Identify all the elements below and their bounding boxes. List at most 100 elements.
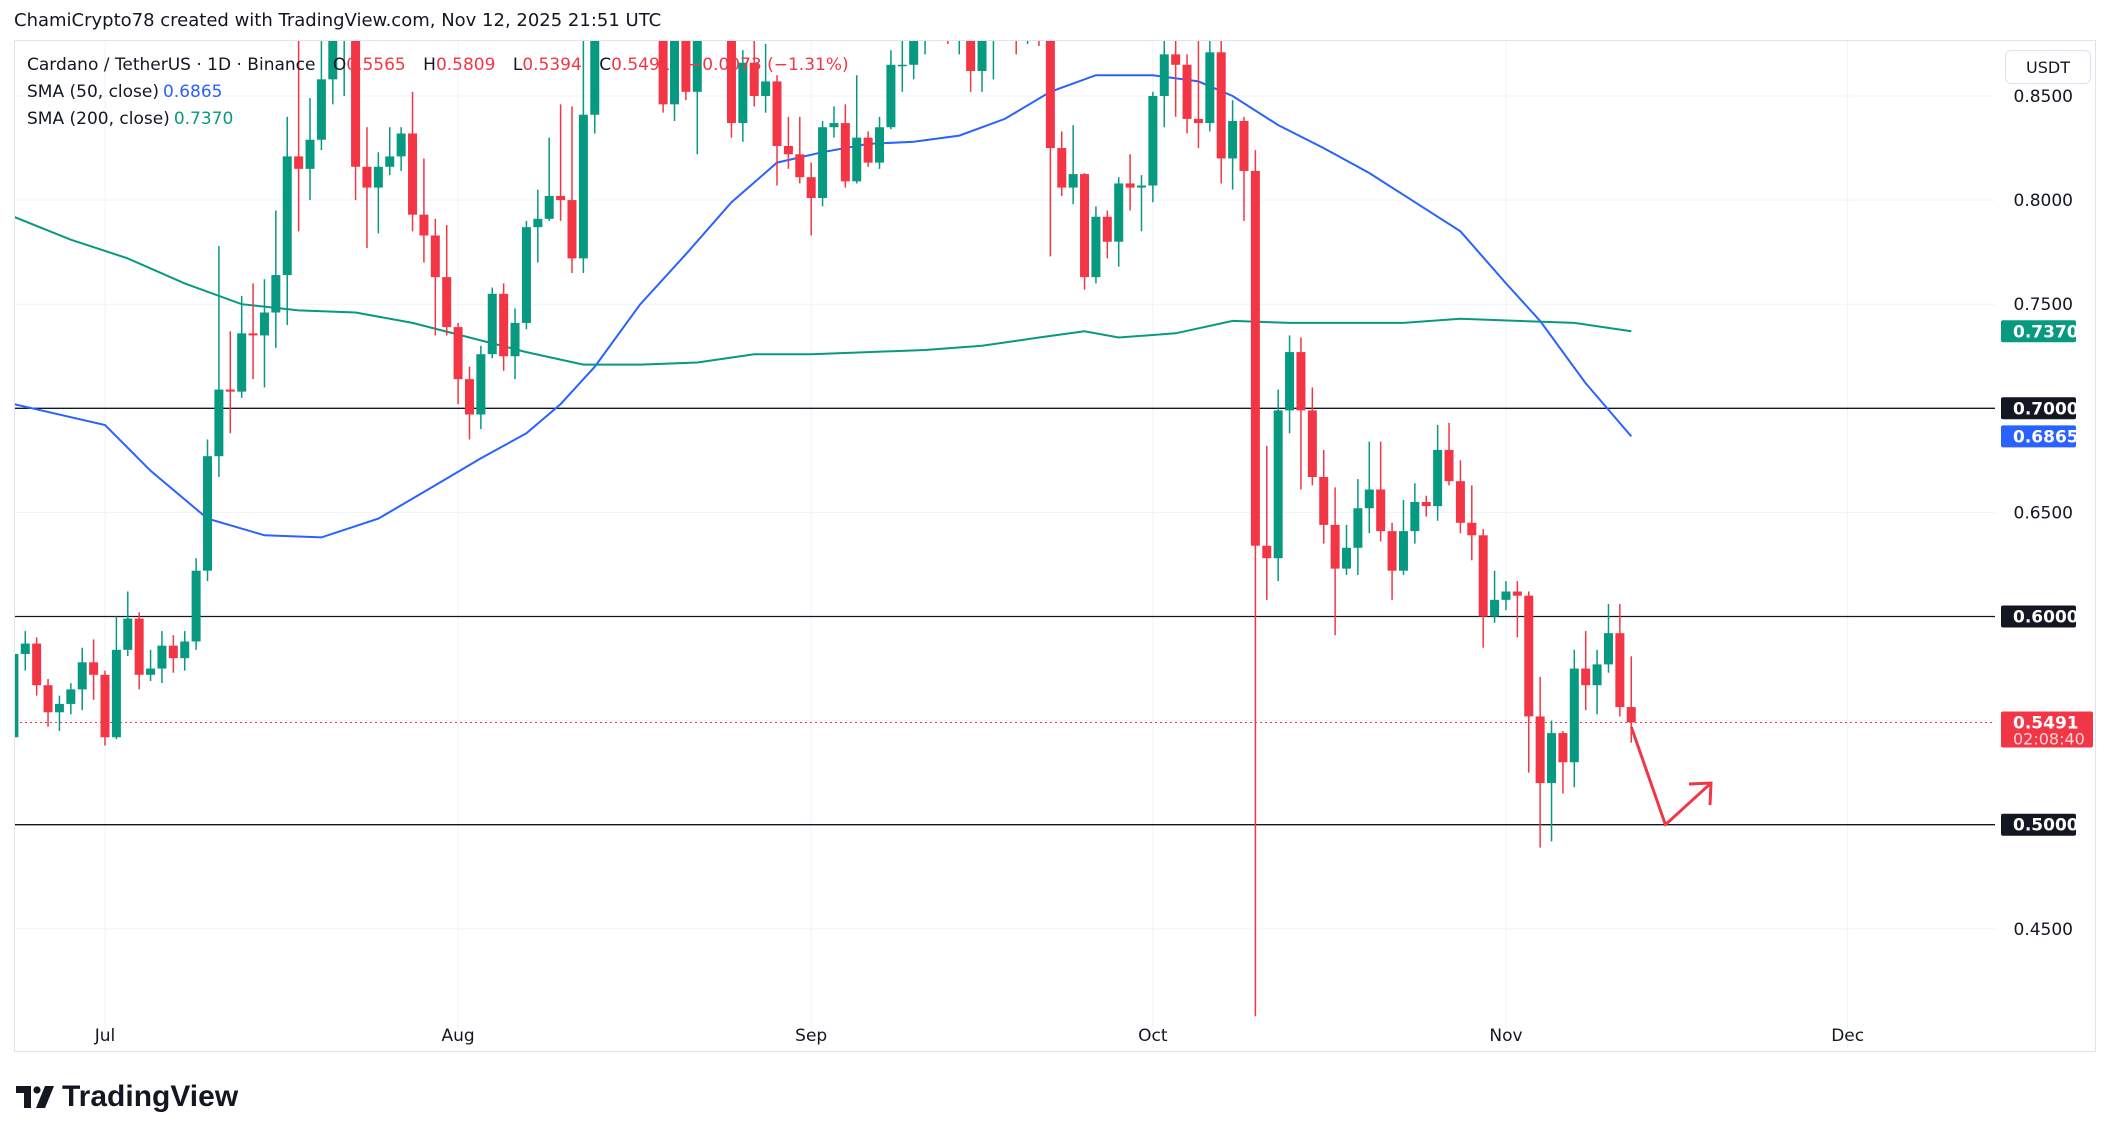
candle [1228, 100, 1238, 190]
candle-body [1387, 531, 1397, 571]
candle-body [1148, 96, 1158, 186]
candle [1615, 604, 1625, 717]
candle-body [225, 389, 235, 392]
plot-area [15, 0, 1995, 1048]
symbol-legend: Cardano / TetherUS · 1D · Binance O0.556… [27, 52, 849, 79]
x-tick-label: Nov [1489, 1026, 1522, 1046]
candle [544, 137, 554, 221]
price-badge-label: 0.6000 [2013, 608, 2079, 628]
candle-body [214, 389, 224, 457]
candle [958, 41, 960, 55]
candle [66, 683, 76, 715]
candle [1182, 54, 1192, 134]
candle [1512, 581, 1522, 638]
candle [168, 635, 178, 673]
candle [1125, 154, 1135, 211]
candle [533, 189, 543, 263]
tradingview-logo-icon [16, 1086, 54, 1108]
candle-body [943, 13, 952, 34]
y-tick-label: 0.4500 [2014, 920, 2073, 940]
candle [1000, 0, 1009, 34]
x-tick-label: Jul [94, 1026, 116, 1046]
candle-body [1615, 633, 1625, 708]
price-badge-bg [2001, 711, 2093, 748]
candle [829, 106, 839, 138]
candle [590, 41, 600, 134]
candle [749, 41, 759, 107]
symbol-title[interactable]: Cardano / TetherUS · 1D · Binance [27, 55, 316, 75]
candle [772, 75, 782, 186]
candle [453, 322, 463, 405]
candle-body [1102, 216, 1112, 242]
tradingview-logo[interactable]: TradingView [16, 1080, 238, 1114]
candle-body [20, 643, 30, 654]
candle-body [1171, 54, 1181, 65]
candle [1319, 449, 1329, 544]
candle [408, 91, 418, 232]
candle [578, 41, 588, 273]
candle [726, 41, 736, 138]
candle-body [783, 145, 793, 155]
candle-body [134, 618, 144, 675]
candle [305, 98, 315, 201]
candle [1171, 41, 1181, 117]
sma50-value: 0.6865 [162, 82, 223, 102]
candle [123, 591, 133, 657]
candle-body [396, 133, 406, 157]
annotation-arrow [1629, 726, 1713, 827]
candle-body [1319, 477, 1329, 525]
candle-body [180, 641, 190, 659]
sma200-legend[interactable]: SMA (200, close) 0.7370 [27, 106, 849, 133]
candle-body [168, 645, 178, 659]
candle-body [1592, 664, 1602, 686]
candle-body [373, 166, 383, 188]
candle-body [863, 137, 873, 163]
candle [1387, 522, 1397, 600]
candle-body [32, 643, 42, 686]
candle [510, 308, 520, 380]
candle-body [681, 41, 691, 92]
candle [1148, 91, 1158, 203]
price-badge-sma50: 0.6865 [2001, 425, 2079, 448]
close-label: C [599, 55, 612, 75]
price-badge-bg [2001, 813, 2076, 836]
candle [1364, 441, 1374, 534]
candle-body [1045, 41, 1055, 149]
candle [692, 41, 702, 155]
candle [362, 127, 372, 248]
currency-button[interactable]: USDT [2005, 50, 2091, 84]
candle-body [487, 293, 497, 355]
candle [1444, 422, 1454, 486]
candle-body [282, 156, 292, 276]
candle-body [316, 79, 326, 140]
price-badge-level: 0.5000 [2001, 813, 2079, 836]
candle-body [294, 156, 304, 169]
price-badge-bg [2001, 605, 2076, 628]
sma200-label: SMA (200, close) [27, 109, 170, 129]
price-badge-level: 0.6000 [2001, 605, 2079, 628]
candle [761, 43, 771, 113]
candle [89, 639, 99, 700]
candle [932, 0, 941, 38]
candle-body [408, 133, 418, 215]
candle [1080, 173, 1090, 290]
candle [1490, 570, 1500, 623]
candle-body [1285, 352, 1295, 411]
price-badge-bg [2001, 425, 2076, 448]
candle-body [932, 13, 941, 23]
candle [992, 41, 995, 80]
sma50-legend[interactable]: SMA (50, close) 0.6865 [27, 79, 849, 106]
y-tick-label: 0.8000 [2014, 191, 2073, 211]
candle [1410, 483, 1420, 544]
candle [1467, 485, 1477, 561]
chart-pane[interactable] [14, 40, 2096, 1052]
candle-body [1353, 508, 1363, 548]
candle-body [453, 327, 463, 380]
candle [681, 41, 691, 101]
candle [1239, 116, 1249, 221]
candle [602, 0, 611, 13]
price-badge-sma200: 0.7370 [2001, 320, 2079, 343]
candle-body [840, 123, 850, 182]
candle [1091, 206, 1101, 284]
